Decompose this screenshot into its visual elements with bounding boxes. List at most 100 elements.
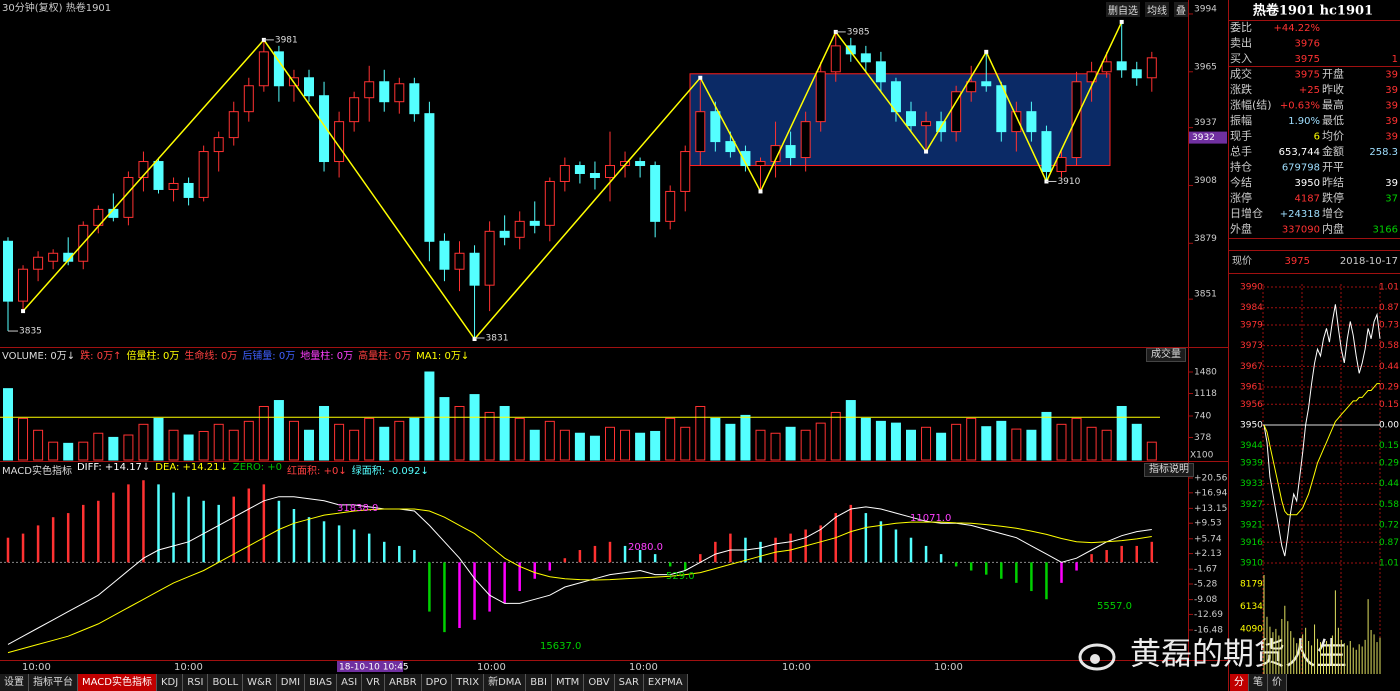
volume-bar <box>228 429 239 461</box>
toolbar-button[interactable]: 叠 <box>1174 2 1188 17</box>
y-tick-label: 3994 <box>1194 4 1217 14</box>
volume-bar <box>198 430 209 461</box>
quote-label: 委比 <box>1230 21 1252 34</box>
y-tick-label: 3961 <box>1240 383 1263 393</box>
tab[interactable]: ASI <box>337 674 363 691</box>
zigzag-node <box>21 309 26 314</box>
volume-bar <box>529 429 540 461</box>
y-tick-label: 3851 <box>1194 290 1217 300</box>
quote-label: 增仓 <box>1322 206 1344 220</box>
quote-value: 39 <box>1385 70 1398 81</box>
candle-body <box>1116 61 1127 71</box>
volume-bar <box>1101 429 1112 461</box>
tab[interactable]: BOLL <box>208 674 244 691</box>
volume-bar <box>454 405 465 461</box>
volume-bar <box>123 434 134 461</box>
tab[interactable]: W&R <box>243 674 277 691</box>
candle-body <box>906 111 916 127</box>
volume-header: VOLUME: 0万↓ 跌: 0万↑ 倍量柱: 0万 生命线: 0万 后铺量: 0万 地量… <box>2 347 469 362</box>
volume-bar <box>1146 441 1157 461</box>
tab[interactable]: RSI <box>183 674 209 691</box>
candle-body <box>213 137 224 153</box>
candle-body <box>815 71 826 123</box>
volume-bar <box>936 432 947 461</box>
candle-body <box>198 151 209 198</box>
quote-value: 39 <box>1385 132 1398 143</box>
candle-body <box>364 81 375 99</box>
tab[interactable]: VR <box>362 674 386 691</box>
candle-body <box>469 252 480 286</box>
volume-bar <box>635 432 646 461</box>
volume-bar <box>379 426 390 461</box>
volume-bar <box>3 388 13 461</box>
price-label: 现价 <box>1232 255 1252 267</box>
volume-tick-label: 4090 <box>1240 624 1263 634</box>
candle-body <box>650 165 661 222</box>
tab[interactable]: BIAS <box>305 674 338 691</box>
volume-bar <box>1056 423 1067 461</box>
y-tick-label: +16.94 <box>1194 488 1228 498</box>
tab[interactable]: 新DMA <box>484 674 527 691</box>
volume-header-item: VOLUME: 0万↓ <box>2 351 76 362</box>
pct-label: 0.00 <box>1379 421 1399 431</box>
volume-bar <box>213 423 224 461</box>
volume-bar <box>243 420 254 461</box>
tab[interactable]: 设置 <box>0 674 29 691</box>
tab[interactable]: MTM <box>551 674 585 691</box>
volume-bar <box>755 429 766 461</box>
tab[interactable]: TRIX <box>452 674 485 691</box>
volume-bar <box>680 426 691 461</box>
quote-label: 最低 <box>1322 114 1344 127</box>
volume-bar <box>906 429 916 461</box>
quote-value: 37 <box>1385 194 1398 205</box>
candle-body <box>785 145 796 159</box>
tab[interactable]: DMI <box>276 674 306 691</box>
volume-bar <box>710 417 721 461</box>
quote-label: 今结 <box>1230 175 1252 189</box>
side-tab[interactable]: 价 <box>1268 674 1287 691</box>
tab[interactable]: BBI <box>526 674 552 691</box>
area-label: 11071.0 <box>910 513 951 524</box>
volume-header-item: 倍量柱: 0万 <box>126 351 180 362</box>
volume-button[interactable]: 成交量 <box>1146 348 1186 362</box>
volume-bar <box>620 429 631 461</box>
area-label: 15637.0 <box>540 641 581 652</box>
y-tick-label: 3908 <box>1194 176 1217 186</box>
tab[interactable]: EXPMA <box>643 674 688 691</box>
volume-bar <box>1131 423 1142 461</box>
quote-value: +24318 <box>1280 209 1320 220</box>
tab[interactable]: DPO <box>421 674 453 691</box>
toolbar-button[interactable]: 删自选 <box>1106 2 1140 17</box>
toolbar-button[interactable]: 均线 <box>1145 2 1169 17</box>
macd-help-button[interactable]: 指标说明 <box>1144 463 1194 477</box>
tab[interactable]: OBV <box>584 674 615 691</box>
candle-body <box>1071 81 1082 159</box>
candle-body <box>439 240 450 270</box>
quote-label: 内盘 <box>1322 222 1344 236</box>
volume-header-item: 生命线: 0万 <box>184 351 238 362</box>
macd-header: MACD实色指标 DIFF: +14.17↓ DEA: +14.21↓ ZERO: +… <box>2 462 429 477</box>
side-tab[interactable]: 笔 <box>1249 674 1268 691</box>
quote-label: 日增仓 <box>1230 206 1263 220</box>
x-tick-label: 10:00 <box>782 662 811 673</box>
y-tick-label: 1118 <box>1194 389 1217 399</box>
candle-body <box>544 180 555 226</box>
candle-body <box>740 151 751 167</box>
candle-body <box>1041 131 1052 173</box>
candle-body <box>123 176 134 218</box>
zigzag-node <box>472 337 477 342</box>
tab[interactable]: 指标平台 <box>29 674 78 691</box>
tab[interactable]: MACD实色指标 <box>78 674 157 691</box>
volume-bar <box>695 405 706 461</box>
candle-body <box>18 268 29 302</box>
x-tick-label: 10:00 <box>22 662 51 673</box>
tab[interactable]: KDJ <box>156 674 184 691</box>
side-tab[interactable]: 分 <box>1230 674 1249 691</box>
tab[interactable]: SAR <box>614 674 644 691</box>
quote-value: 258.3 <box>1369 147 1398 158</box>
candle-body <box>258 51 269 87</box>
tab[interactable]: ARBR <box>385 674 422 691</box>
y-tick-label: 3916 <box>1240 538 1263 548</box>
dea-line <box>7 508 1152 654</box>
